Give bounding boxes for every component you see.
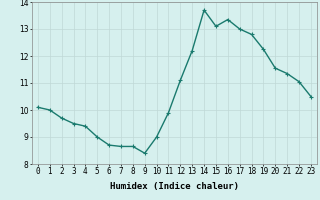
X-axis label: Humidex (Indice chaleur): Humidex (Indice chaleur) <box>110 182 239 191</box>
